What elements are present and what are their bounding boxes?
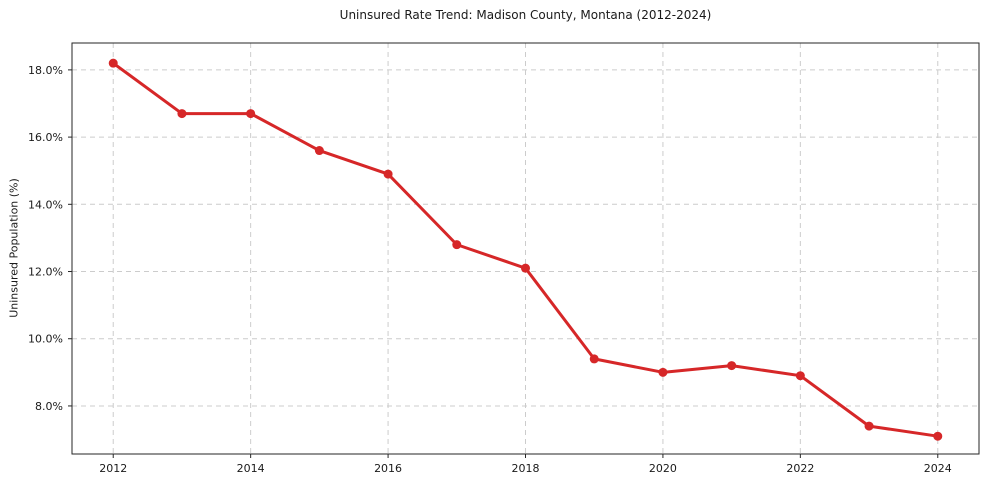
data-point-2018 xyxy=(521,263,530,273)
data-point-2015 xyxy=(314,146,324,156)
y-tick-label: 10.0% xyxy=(28,333,63,346)
y-tick-label: 14.0% xyxy=(28,198,63,211)
data-point-2021 xyxy=(727,361,737,371)
data-point-2019 xyxy=(589,354,599,364)
plot-frame xyxy=(71,42,980,455)
x-tick-label: 2024 xyxy=(924,462,952,475)
data-point-2016 xyxy=(383,169,393,179)
data-point-2014 xyxy=(246,109,256,119)
data-point-2022 xyxy=(795,371,805,381)
x-tick-label: 2020 xyxy=(649,462,677,475)
data-point-2020 xyxy=(658,367,668,377)
x-tick-label: 2016 xyxy=(374,462,402,475)
data-point-2017 xyxy=(452,240,462,250)
data-point-2023 xyxy=(864,421,874,431)
data-point-2012 xyxy=(108,58,118,68)
y-tick-label: 8.0% xyxy=(35,400,63,413)
x-tick-label: 2018 xyxy=(512,462,540,475)
data-point-2024 xyxy=(933,431,943,441)
x-tick-label: 2022 xyxy=(786,462,814,475)
x-tick-label: 2014 xyxy=(237,462,265,475)
y-tick-label: 18.0% xyxy=(28,64,63,77)
chart-title: Uninsured Rate Trend: Madison County, Mo… xyxy=(339,8,712,22)
data-point-2013 xyxy=(177,109,187,119)
y-tick-label: 12.0% xyxy=(28,266,63,279)
x-tick-label: 2012 xyxy=(99,462,127,475)
y-tick-label: 16.0% xyxy=(28,131,63,144)
